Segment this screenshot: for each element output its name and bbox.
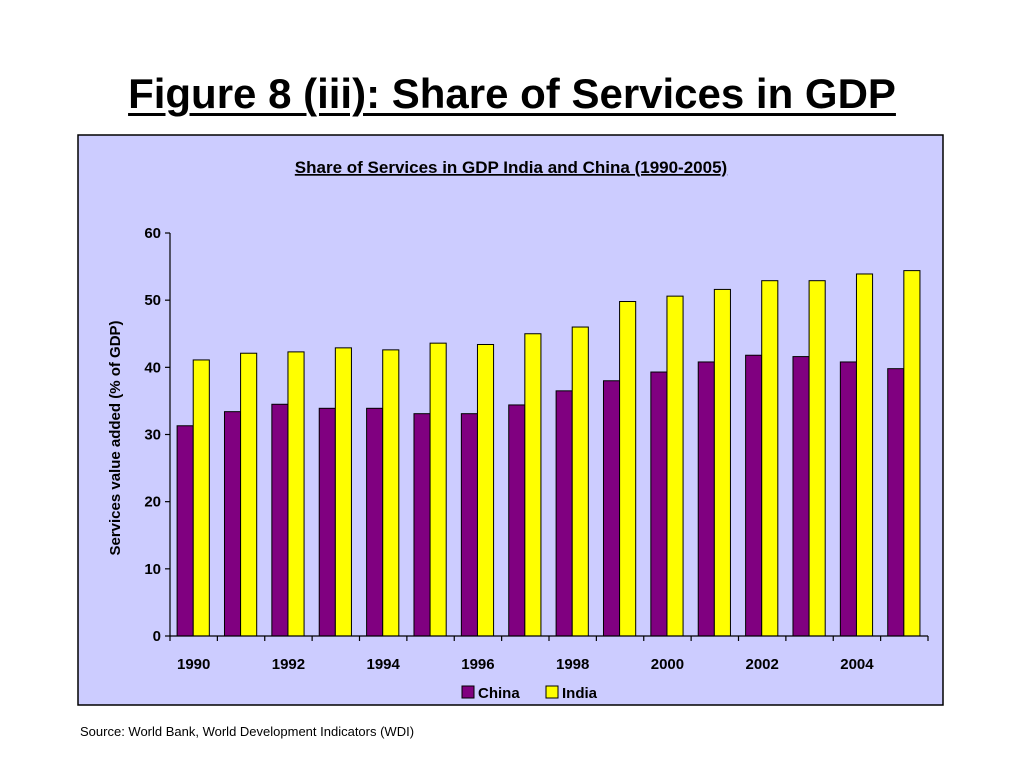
x-tick-label: 1992 (272, 656, 305, 673)
bar-india-1999 (619, 301, 637, 637)
bar-india-1995 (429, 342, 447, 637)
bar-china-1995 (413, 413, 431, 637)
bar-india-1992 (287, 351, 305, 637)
bar-india-1993 (334, 347, 352, 637)
x-tick-label: 1996 (461, 656, 494, 673)
bar-china-2003 (792, 356, 810, 637)
x-tick-label: 1994 (367, 656, 401, 673)
bar-china-2005 (887, 368, 905, 637)
y-tick-label: 30 (144, 427, 161, 444)
bar-china-2002 (745, 354, 763, 637)
bar-china-1997 (508, 404, 526, 637)
bar-china-2004 (839, 361, 857, 637)
y-tick-label: 0 (153, 628, 161, 645)
bar-india-1991 (240, 352, 258, 637)
slide-title-text: Figure 8 (iii): Share of Services in GDP (128, 70, 896, 117)
y-axis: 0 10 20 30 40 50 60 (144, 225, 171, 645)
x-tick-label: 2004 (840, 656, 874, 673)
chart-title: Share of Services in GDP India and China… (295, 158, 727, 177)
bar-china-1999 (602, 380, 621, 637)
bar-india-2001 (713, 288, 731, 637)
bar-india-2005 (903, 270, 921, 637)
x-tick-label: 1998 (556, 656, 589, 673)
x-tick-label: 2002 (746, 656, 779, 673)
x-tick-label: 1990 (177, 656, 210, 673)
bar-china-1996 (460, 413, 478, 637)
bar-india-2004 (855, 273, 874, 637)
bar-india-1997 (524, 333, 542, 637)
legend: China India (461, 685, 598, 702)
legend-label-china: China (478, 685, 520, 702)
bar-china-2000 (650, 371, 668, 637)
legend-swatch-china (461, 685, 475, 699)
bar-india-1996 (476, 343, 495, 637)
bar-india-1998 (571, 326, 589, 637)
x-axis: 1990 1992 1994 1996 1998 2000 2002 2004 (169, 635, 929, 673)
slide-title: Figure 8 (iii): Share of Services in GDP (0, 70, 1024, 118)
y-tick-label: 50 (144, 292, 161, 309)
y-tick-label: 20 (144, 494, 161, 511)
y-tick-label: 60 (144, 225, 161, 242)
x-tick-label: 2000 (651, 656, 684, 673)
y-tick-label: 10 (144, 561, 161, 578)
bar-china-1994 (366, 407, 384, 637)
legend-swatch-india (545, 685, 559, 699)
bar-china-1990 (176, 425, 194, 637)
bar-india-2003 (808, 280, 826, 637)
legend-label-india: India (562, 685, 598, 702)
y-axis-label: Services value added (% of GDP) (107, 320, 124, 555)
bar-india-2002 (761, 280, 779, 637)
bar-india-2000 (666, 295, 684, 637)
bar-india-1990 (192, 359, 210, 637)
bar-china-1998 (555, 390, 573, 637)
bar-india-1994 (382, 349, 400, 637)
bars (176, 270, 921, 637)
bar-china-1991 (223, 411, 242, 637)
bar-china-1993 (318, 407, 336, 637)
bar-china-1992 (271, 403, 289, 637)
y-tick-label: 40 (144, 359, 161, 376)
bar-china-2001 (697, 361, 715, 637)
source-note: Source: World Bank, World Development In… (80, 724, 415, 739)
